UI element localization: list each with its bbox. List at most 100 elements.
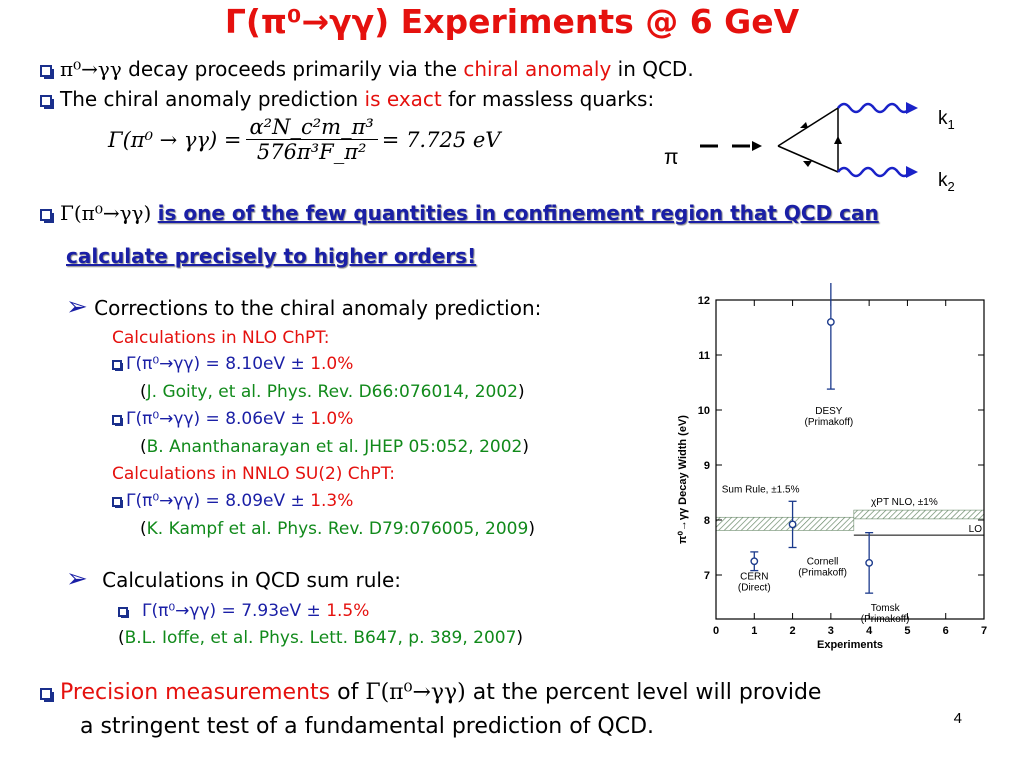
band-label-sumrule: Sum Rule, ±1.5%	[722, 485, 800, 496]
x-tick-label: 5	[904, 625, 910, 637]
bullet-2-text: The chiral anomaly prediction	[60, 87, 365, 111]
page-number: 4	[954, 710, 962, 727]
equation-rhs: = 7.725 eV	[382, 128, 501, 152]
x-tick-label: 7	[981, 625, 987, 637]
corrections-header: ➢ Corrections to the chiral anomaly pred…	[66, 292, 541, 322]
y-axis-label: π⁰→γγ Decay Width (eV)	[677, 415, 689, 544]
data-point	[828, 319, 834, 325]
nlo-item-2-ref: (B. Ananthanarayan et al. JHEP 05:052, 2…	[140, 437, 529, 457]
conclusion-line1: Precision measurements of Γ(π⁰→γγ) at th…	[40, 680, 821, 705]
nnlo-header: Calculations in NNLO SU(2) ChPT:	[112, 464, 395, 484]
arrow-bullet-icon: ➢	[66, 292, 88, 322]
y-tick-label: 9	[704, 460, 710, 472]
nlo-header: Calculations in NLO ChPT:	[112, 328, 330, 348]
k1-label: k1	[938, 108, 955, 132]
y-tick-label: 8	[704, 515, 710, 527]
pi-decay-symbol: π⁰→γγ	[60, 57, 122, 81]
pion-arrow-icon	[752, 141, 762, 151]
bullet-3-emphasis-line1: is one of the few quantities in confinem…	[158, 201, 879, 225]
data-point	[751, 558, 757, 564]
feynman-diagram: π k1 k2	[660, 88, 980, 198]
sumrule-item-expr: Γ(π⁰→γγ) = 7.93eV	[142, 601, 307, 621]
page-title: Γ(π⁰→γγ) Experiments @ 6 GeV	[0, 2, 1024, 41]
x-tick-label: 2	[790, 625, 796, 637]
k2-label: k2	[938, 170, 955, 194]
y-tick-label: 10	[698, 405, 710, 417]
photon-wave-top	[838, 104, 910, 112]
bullet-box-icon	[40, 688, 52, 700]
nnlo-item: Γ(π⁰→γγ) = 8.09eV ± 1.3%	[112, 491, 353, 511]
sumrule-item-ref: (B.L. Ioffe, et al. Phys. Lett. B647, p.…	[118, 628, 523, 648]
point-label: CERN	[740, 571, 768, 582]
x-tick-label: 1	[751, 625, 757, 637]
bullet-box-icon	[112, 415, 122, 425]
y-tick-label: 12	[698, 295, 710, 307]
corrections-header-text: Corrections to the chiral anomaly predic…	[94, 296, 541, 320]
x-tick-label: 0	[713, 625, 719, 637]
pion-label: π	[664, 146, 679, 169]
pm-symbol: ±	[307, 601, 321, 621]
loop-arrow-icon	[834, 136, 842, 144]
sumrule-item: Γ(π⁰→γγ) = 7.93eV ± 1.5%	[118, 601, 369, 621]
nnlo-item-citation: K. Kampf et al. Phys. Rev. D79:076005, 2…	[147, 519, 529, 539]
bullet-3-emphasis-line2: calculate precisely to higher orders!	[66, 244, 476, 268]
nlo-item-1-expr: Γ(π⁰→γγ) = 8.10eV	[126, 354, 291, 374]
arrow-bullet-icon: ➢	[66, 564, 88, 594]
equation-denominator: 576π³F_π²	[253, 140, 371, 164]
bullet-2: The chiral anomaly prediction is exact f…	[40, 87, 654, 111]
point-label: DESY	[815, 406, 843, 417]
photon-arrow-icon	[906, 102, 918, 114]
bullet-2-tail: for massless quarks:	[442, 87, 654, 111]
band-1	[854, 510, 984, 519]
decay-width-chart: Sum Rule, ±1.5%χPT NLO, ±1%LO0 1 2 3 4 5 6 7789…	[660, 283, 1000, 655]
equation-numerator: α²N_c²m_π³	[246, 115, 378, 140]
nnlo-item-ref: (K. Kampf et al. Phys. Rev. D79:076005, …	[140, 519, 535, 539]
pm-symbol: ±	[291, 491, 305, 511]
x-axis-label: Experiments	[817, 639, 883, 651]
nlo-item-2: Γ(π⁰→γγ) = 8.06eV ± 1.0%	[112, 409, 353, 429]
nlo-item-1-citation: J. Goity, et al. Phys. Rev. D66:076014, …	[147, 382, 518, 402]
point-label: Cornell	[807, 556, 839, 567]
bullet-2-highlight: is exact	[365, 87, 442, 111]
nlo-item-1-ref: (J. Goity, et al. Phys. Rev. D66:076014,…	[140, 382, 525, 402]
conclusion-mid: of	[330, 680, 365, 705]
nlo-item-2-citation: B. Ananthanarayan et al. JHEP 05:052, 20…	[147, 437, 523, 457]
point-label: (Primakoff)	[798, 567, 847, 578]
point-label: Tomsk	[871, 603, 901, 614]
bullet-1-tail: in QCD.	[611, 57, 693, 81]
bullet-box-icon	[118, 607, 128, 617]
lo-label: LO	[969, 524, 983, 535]
bullet-3: Γ(π⁰→γγ) is one of the few quantities in…	[40, 201, 879, 225]
conclusion-highlight: Precision measurements	[60, 680, 330, 705]
pm-symbol: ±	[291, 409, 305, 429]
nnlo-item-expr: Γ(π⁰→γγ) = 8.09eV	[126, 491, 291, 511]
anomaly-equation: Γ(π⁰ → γγ) = α²N_c²m_π³ 576π³F_π² = 7.72…	[108, 115, 500, 164]
nlo-item-1-error: 1.0%	[305, 354, 354, 374]
conclusion-symbol: Γ(π⁰→γγ)	[365, 680, 465, 705]
data-point	[789, 521, 795, 527]
point-label: (Primakoff)	[804, 417, 853, 428]
data-point	[866, 560, 872, 566]
band-label-chpt: χPT NLO, ±1%	[871, 497, 938, 508]
photon-arrow-icon	[906, 166, 918, 178]
loop-line-bottom	[778, 146, 838, 172]
x-tick-label: 6	[943, 625, 949, 637]
bullet-1: π⁰→γγ decay proceeds primarily via the c…	[40, 57, 694, 81]
y-tick-label: 7	[704, 570, 710, 582]
loop-arrow-icon	[803, 161, 812, 167]
sumrule-header: ➢ Calculations in QCD sum rule:	[66, 564, 401, 594]
bullet-box-icon	[40, 95, 52, 107]
y-tick-label: 11	[698, 350, 710, 362]
equation-fraction: α²N_c²m_π³ 576π³F_π²	[246, 115, 378, 164]
bullet-box-icon	[40, 209, 52, 221]
x-tick-label: 3	[828, 625, 834, 637]
sumrule-item-citation: B.L. Ioffe, et al. Phys. Lett. B647, p. …	[125, 628, 517, 648]
conclusion-tail: at the percent level will provide	[466, 680, 822, 705]
equation-lhs: Γ(π⁰ → γγ) =	[108, 128, 242, 152]
nlo-item-2-error: 1.0%	[305, 409, 354, 429]
bullet-box-icon	[112, 360, 122, 370]
bullet-box-icon	[112, 497, 122, 507]
loop-arrow-icon	[800, 122, 808, 128]
bullet-3-cont: calculate precisely to higher orders!	[66, 244, 476, 268]
photon-wave-bottom	[838, 168, 910, 176]
